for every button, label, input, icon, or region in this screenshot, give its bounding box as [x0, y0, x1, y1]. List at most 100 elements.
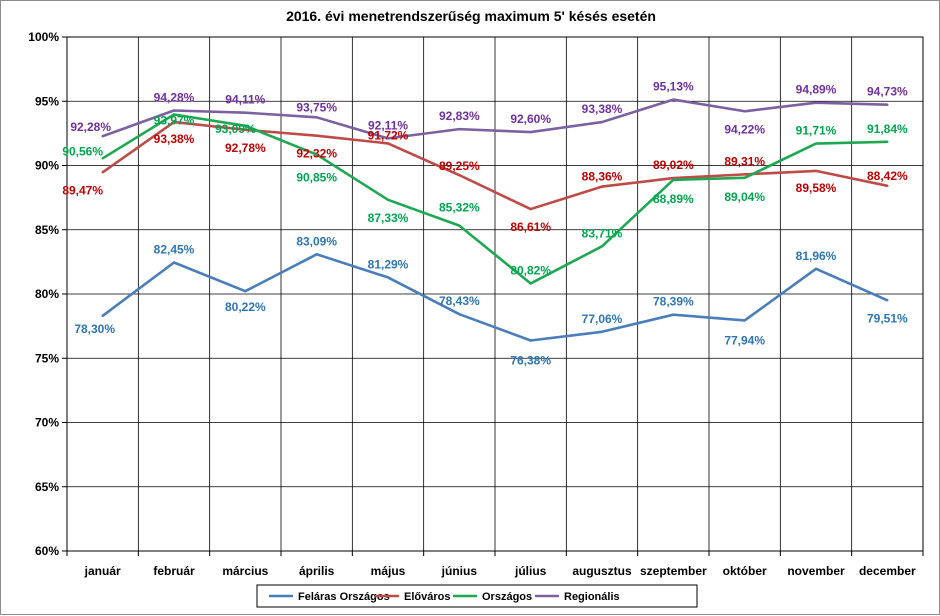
- data-label: 79,51%: [867, 311, 908, 325]
- data-label: 77,94%: [724, 333, 765, 347]
- data-point: [529, 130, 532, 134]
- data-label: 80,22%: [225, 300, 266, 314]
- data-label: 91,71%: [796, 124, 837, 138]
- data-label: 90,56%: [62, 144, 103, 158]
- x-tick-label: augusztus: [572, 564, 632, 578]
- data-point: [172, 113, 176, 116]
- data-label: 94,28%: [154, 91, 195, 105]
- x-tick-label: március: [222, 564, 268, 578]
- data-label: 86,61%: [510, 220, 551, 234]
- data-point: [529, 207, 532, 211]
- data-point: [458, 173, 461, 177]
- data-label: 92,83%: [439, 109, 480, 123]
- data-point: [529, 282, 532, 285]
- data-point: [743, 319, 746, 322]
- data-point: [600, 120, 604, 124]
- data-label: 77,06%: [582, 312, 623, 326]
- data-point: [886, 103, 889, 106]
- data-label: 89,04%: [724, 190, 765, 204]
- data-label: 83,09%: [296, 234, 337, 248]
- data-point: [386, 276, 390, 279]
- legend-label: Országos: [482, 591, 532, 603]
- data-point: [743, 176, 746, 180]
- data-point: [672, 98, 675, 101]
- y-tick-label: 75%: [35, 351, 59, 365]
- y-tick-label: 85%: [35, 223, 59, 237]
- data-point: [529, 339, 532, 342]
- data-point: [600, 330, 604, 333]
- x-tick-label: február: [153, 564, 195, 578]
- legend-label: Regionális: [564, 591, 620, 603]
- data-label: 88,89%: [653, 192, 694, 206]
- x-tick-label: július: [514, 564, 547, 578]
- data-label: 89,25%: [439, 159, 480, 173]
- data-point: [458, 224, 461, 227]
- data-point: [600, 245, 604, 248]
- y-tick-label: 95%: [35, 94, 59, 108]
- data-label: 92,28%: [70, 120, 111, 134]
- data-point: [101, 171, 104, 174]
- data-point: [672, 178, 675, 181]
- data-point: [386, 198, 390, 202]
- data-label: 81,96%: [796, 249, 837, 263]
- data-point: [101, 135, 104, 138]
- x-tick-label: szeptember: [640, 564, 707, 578]
- data-label: 93,38%: [582, 102, 623, 116]
- chart-title: 2016. évi menetrendszerűség maximum 5' k…: [286, 8, 656, 24]
- data-point: [244, 111, 247, 114]
- data-label: 89,02%: [653, 158, 694, 172]
- y-tick-label: 70%: [35, 416, 59, 430]
- data-label: 80,82%: [510, 263, 551, 277]
- x-tick-label: október: [723, 564, 767, 578]
- y-tick-label: 80%: [35, 287, 59, 301]
- data-point: [814, 142, 818, 145]
- data-point: [172, 109, 176, 112]
- data-point: [886, 184, 889, 188]
- data-label: 78,43%: [439, 294, 480, 308]
- x-tick-label: április: [299, 564, 335, 578]
- data-label: 93,38%: [154, 132, 195, 146]
- data-label: 91,72%: [368, 128, 409, 142]
- data-label: 88,42%: [867, 169, 908, 183]
- data-label: 88,36%: [582, 170, 623, 184]
- legend-label: Feláras Országos: [298, 591, 390, 603]
- series-line-4: [102, 98, 888, 140]
- data-label: 89,31%: [724, 154, 765, 168]
- data-label: 85,32%: [439, 201, 480, 215]
- data-point: [315, 134, 318, 137]
- data-point: [672, 176, 675, 180]
- data-label: 94,89%: [796, 83, 837, 97]
- data-label: 92,11%: [368, 118, 408, 132]
- data-label: 89,58%: [796, 181, 837, 195]
- y-tick-label: 65%: [35, 480, 59, 494]
- series-line-3: [101, 113, 888, 285]
- data-point: [886, 299, 889, 302]
- data-point: [315, 153, 318, 156]
- data-point: [101, 157, 104, 160]
- data-label: 78,39%: [653, 295, 694, 309]
- data-label: 89,47%: [62, 183, 103, 197]
- data-point: [244, 128, 247, 131]
- data-point: [672, 313, 675, 316]
- x-tick-label: november: [787, 564, 845, 578]
- data-label: 93,09%: [215, 122, 256, 136]
- data-label: 90,85%: [296, 171, 337, 185]
- data-point: [743, 173, 746, 176]
- series-line-1: [101, 252, 888, 342]
- data-label: 82,45%: [154, 243, 195, 257]
- series-line-2: [101, 120, 888, 211]
- data-point: [814, 267, 818, 271]
- x-tick-label: december: [859, 564, 916, 578]
- data-label: 76,38%: [510, 354, 551, 368]
- data-point: [814, 101, 818, 104]
- data-label: 93,75%: [296, 100, 337, 114]
- x-tick-label: január: [84, 564, 121, 578]
- y-tick-label: 90%: [35, 159, 59, 173]
- data-point: [101, 314, 104, 318]
- y-tick-label: 100%: [28, 30, 59, 44]
- data-label: 83,71%: [582, 226, 623, 240]
- data-point: [458, 127, 461, 131]
- data-point: [886, 140, 889, 144]
- data-label: 94,22%: [724, 122, 765, 136]
